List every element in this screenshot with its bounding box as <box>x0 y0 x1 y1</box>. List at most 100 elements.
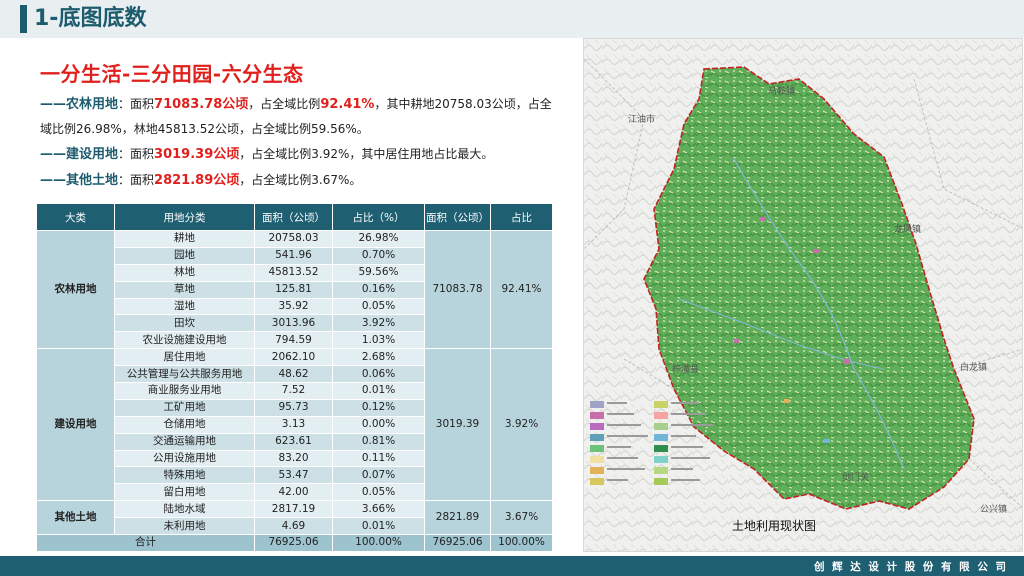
map-caption: 土地利用现状图 <box>732 519 817 533</box>
legend-swatch <box>654 456 668 463</box>
total-row: 合计 76925.06 100.00% 76925.06 100.00% <box>36 534 553 552</box>
legend-label-placeholder <box>671 443 716 452</box>
area-cell: 20758.03 <box>254 230 333 248</box>
table-row: 留白用地 42.00 0.05% <box>37 483 553 502</box>
area-cell: 4.69 <box>254 517 333 536</box>
legend-label-placeholder <box>671 432 716 441</box>
legend-item <box>654 477 716 486</box>
text-segment: ，占全域比例3.67%。 <box>239 173 362 187</box>
header-band: 1-底图底数 <box>0 0 1024 38</box>
lead-label: ——农林用地 <box>40 97 119 112</box>
category-cell: 建设用地 <box>36 348 115 502</box>
highlight-area: 71083.78公顷 <box>154 97 249 112</box>
ratio-cell: 0.00% <box>332 415 425 434</box>
legend-item <box>590 455 652 464</box>
table-row: 草地 125.81 0.16% <box>37 280 553 299</box>
highlight-area: 2821.89公顷 <box>154 173 240 188</box>
legend-item <box>654 455 716 464</box>
group-area-cell: 71083.78 <box>424 229 491 350</box>
land-use-map <box>583 38 1023 552</box>
legend-item <box>654 444 716 453</box>
highlight-ratio: 92.41% <box>320 97 375 112</box>
table-row: 园地 541.96 0.70% <box>37 246 553 265</box>
area-cell: 53.47 <box>254 466 333 485</box>
paragraph-build: ——建设用地：面积3019.39公顷，占全域比例3.92%，其中居住用地占比最大… <box>40 142 562 167</box>
legend-swatch <box>654 478 668 485</box>
table-row: 林地 45813.52 59.56% <box>37 263 553 282</box>
total-ratio-cell: 100.00% <box>490 534 553 552</box>
subcategory-cell: 园地 <box>114 246 255 265</box>
place-label: 梓潼县 <box>672 365 700 375</box>
area-cell: 95.73 <box>254 398 333 417</box>
legend-swatch <box>590 478 604 485</box>
legend-item <box>590 444 652 453</box>
legend-label-placeholder <box>671 410 716 419</box>
legend-item <box>654 400 716 409</box>
legend-swatch <box>590 423 604 430</box>
table-row: 建设用地 居住用地 2062.10 2.68% 3019.39 3.92% <box>36 348 553 502</box>
group-ratio-cell: 92.41% <box>490 229 553 350</box>
table-row: 湿地 35.92 0.05% <box>37 297 553 316</box>
legend-label-placeholder <box>607 399 652 408</box>
ratio-cell: 0.01% <box>332 517 425 536</box>
subcategory-cell: 仓储用地 <box>114 415 255 434</box>
group-area-cell: 3019.39 <box>424 348 491 502</box>
headline: 一分生活-三分田园-六分生态 <box>40 62 304 86</box>
legend-label-placeholder <box>671 399 716 408</box>
legend-label-placeholder <box>671 454 716 463</box>
text-segment: ，占全域比例 <box>248 97 321 111</box>
area-cell: 35.92 <box>254 297 333 316</box>
legend-item <box>590 400 652 409</box>
highlight-area: 3019.39公顷 <box>154 147 240 162</box>
area-cell: 125.81 <box>254 280 333 299</box>
legend-swatch <box>590 434 604 441</box>
table-row: 未利用地 4.69 0.01% <box>37 517 553 536</box>
area-cell: 623.61 <box>254 432 333 451</box>
legend-label-placeholder <box>607 432 652 441</box>
table-row: 田坎 3013.96 3.92% <box>37 314 553 333</box>
legend-item <box>654 411 716 420</box>
ratio-cell: 1.03% <box>332 331 425 350</box>
footer-band: 创 辉 达 设 计 股 份 有 限 公 司 <box>0 556 1024 576</box>
ratio-cell: 59.56% <box>332 263 425 282</box>
area-cell: 42.00 <box>254 483 333 502</box>
table-row: 农林用地 耕地 20758.03 26.98% 71083.78 92.41% <box>36 229 553 350</box>
place-label: 白龙镇 <box>960 363 988 373</box>
place-label: 公兴镇 <box>980 505 1008 515</box>
subcategory-cell: 居住用地 <box>114 348 255 367</box>
legend-label-placeholder <box>671 421 716 430</box>
place-label: 剑门关 <box>842 473 870 483</box>
legend-swatch <box>654 445 668 452</box>
area-cell: 2062.10 <box>254 348 333 367</box>
table-row: 其他土地 陆地水域 2817.19 3.66% 2821.89 3.67% <box>36 500 553 536</box>
paragraph-other: ——其他土地：面积2821.89公顷，占全域比例3.67%。 <box>40 168 562 193</box>
legend-swatch <box>654 467 668 474</box>
column-header: 面积（公顷） <box>424 203 491 231</box>
page-title: 1-底图底数 <box>34 6 147 31</box>
ratio-cell: 0.70% <box>332 246 425 265</box>
subcategory-cell: 陆地水域 <box>114 500 255 519</box>
ratio-cell: 3.92% <box>332 314 425 333</box>
group-ratio-cell: 3.67% <box>490 500 553 536</box>
ratio-cell: 0.16% <box>332 280 425 299</box>
table-row: 特殊用地 53.47 0.07% <box>37 466 553 485</box>
legend-swatch <box>590 456 604 463</box>
legend-label-placeholder <box>607 476 652 485</box>
area-cell: 48.62 <box>254 365 333 384</box>
legend-item <box>590 411 652 420</box>
subcategory-cell: 公用设施用地 <box>114 449 255 468</box>
text-segment: ：面积 <box>118 147 155 161</box>
table-row: 仓储用地 3.13 0.00% <box>37 415 553 434</box>
area-cell: 794.59 <box>254 331 333 350</box>
legend-item <box>590 433 652 442</box>
area-cell: 83.20 <box>254 449 333 468</box>
column-header: 占比（%） <box>332 203 425 231</box>
total-ratio-cell: 100.00% <box>332 534 425 552</box>
category-cell: 农林用地 <box>36 229 115 350</box>
lead-label: ——建设用地 <box>40 147 119 162</box>
subcategory-cell: 未利用地 <box>114 517 255 536</box>
legend-item <box>590 477 652 486</box>
column-header: 占比 <box>490 203 553 231</box>
legend-label-placeholder <box>607 421 652 430</box>
legend-item <box>590 422 652 431</box>
